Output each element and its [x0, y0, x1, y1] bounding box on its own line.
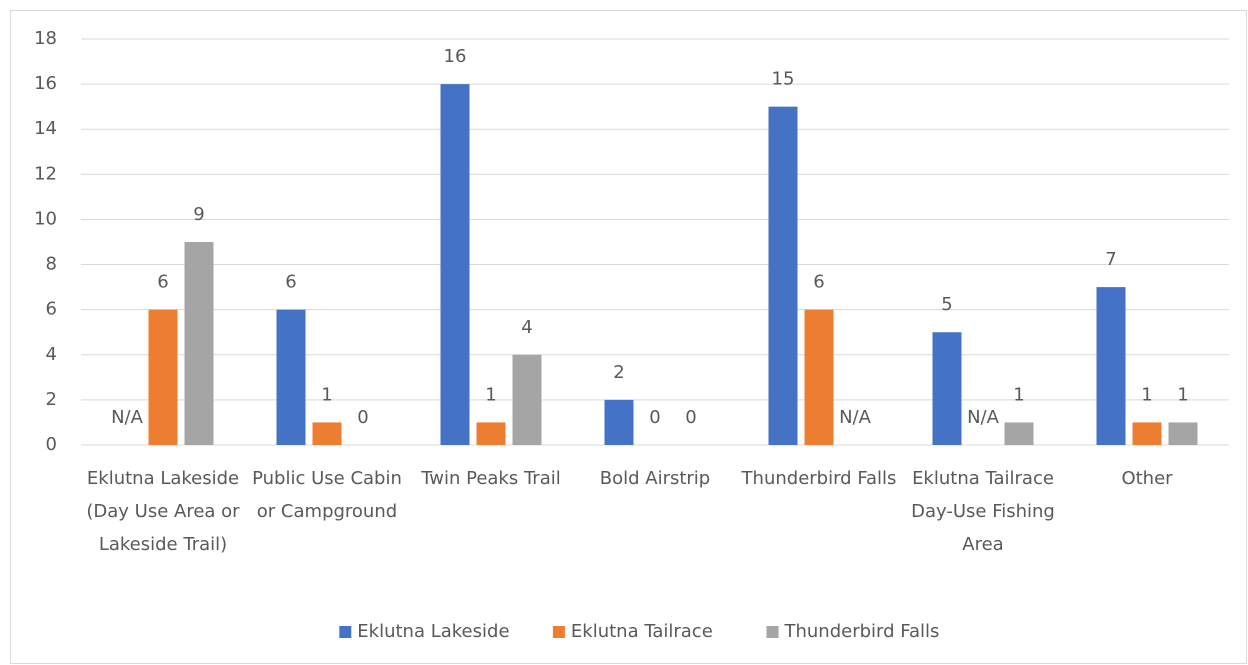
data-label: N/A — [839, 407, 872, 428]
x-tick-label-box: Public Use Cabin or Campground — [252, 468, 402, 522]
bar — [148, 309, 178, 445]
data-label: 0 — [357, 407, 368, 428]
data-label: 7 — [1105, 249, 1116, 270]
x-tick-label-box: Other — [1121, 468, 1173, 489]
data-label: 1 — [485, 384, 496, 405]
data-label: 6 — [285, 272, 296, 293]
bar — [804, 309, 834, 445]
bar — [1004, 422, 1034, 445]
x-tick-label: Other — [1121, 468, 1173, 489]
x-tick-label: Public Use Cabin or Campground — [252, 468, 402, 522]
x-tick-label-box: Twin Peaks Trail — [421, 468, 561, 489]
legend-swatch — [552, 626, 565, 638]
x-tick-label-box: Bold Airstrip — [599, 468, 711, 489]
y-tick-label: 10 — [34, 208, 57, 229]
x-tick-label: Eklutna Tailrace Day-Use Fishing Area — [911, 468, 1055, 555]
x-tick-label: Bold Airstrip — [599, 468, 711, 489]
data-label: N/A — [111, 407, 144, 428]
data-label: 1 — [1177, 384, 1188, 405]
data-label: 16 — [444, 46, 467, 67]
x-tick-label-box: Eklutna Tailrace Day-Use Fishing Area — [911, 468, 1055, 555]
legend-label: Eklutna Lakeside — [357, 621, 509, 642]
data-label: 0 — [649, 407, 660, 428]
y-tick-label: 0 — [46, 434, 57, 455]
x-tick-label: Twin Peaks Trail — [421, 468, 561, 489]
y-tick-label: 16 — [34, 73, 57, 94]
data-label: 1 — [1013, 384, 1024, 405]
bar — [768, 106, 798, 446]
y-tick-label: 8 — [46, 254, 57, 275]
data-label: 6 — [157, 272, 168, 293]
bar — [184, 242, 214, 445]
y-tick-label: 4 — [46, 344, 57, 365]
y-tick-label: 18 — [34, 28, 57, 49]
bar — [312, 422, 342, 445]
data-label: 2 — [613, 362, 624, 383]
data-label: 1 — [321, 384, 332, 405]
bar — [1132, 422, 1162, 445]
data-label: 1 — [1141, 384, 1152, 405]
data-label: 5 — [941, 294, 952, 315]
bar — [604, 399, 634, 445]
x-tick-label-box: Thunderbird Falls — [741, 468, 897, 489]
x-tick-label-box: Eklutna Lakeside (Day Use Area or Lakesi… — [86, 468, 240, 555]
bar — [1096, 287, 1126, 445]
data-label: 0 — [685, 407, 696, 428]
y-tick-label: 12 — [34, 163, 57, 184]
legend-label: Eklutna Tailrace — [571, 621, 713, 642]
data-label: 4 — [521, 317, 532, 338]
bar — [1168, 422, 1198, 445]
y-tick-label: 6 — [46, 299, 57, 320]
bar — [276, 309, 306, 445]
x-tick-label: Thunderbird Falls — [741, 468, 897, 489]
bar — [476, 422, 506, 445]
y-tick-label: 14 — [34, 118, 57, 139]
bar — [440, 84, 470, 445]
data-label: 9 — [193, 204, 204, 225]
data-label: 6 — [813, 272, 824, 293]
data-label: 15 — [772, 69, 795, 90]
y-tick-label: 2 — [46, 389, 57, 410]
data-label: N/A — [967, 407, 1000, 428]
bar — [512, 354, 542, 445]
chart-border — [10, 10, 1247, 664]
legend-label: Thunderbird Falls — [784, 621, 940, 642]
x-tick-label: Eklutna Lakeside (Day Use Area or Lakesi… — [86, 468, 240, 555]
legend-swatch — [766, 626, 779, 638]
legend-swatch — [339, 626, 352, 638]
bar — [932, 332, 962, 445]
